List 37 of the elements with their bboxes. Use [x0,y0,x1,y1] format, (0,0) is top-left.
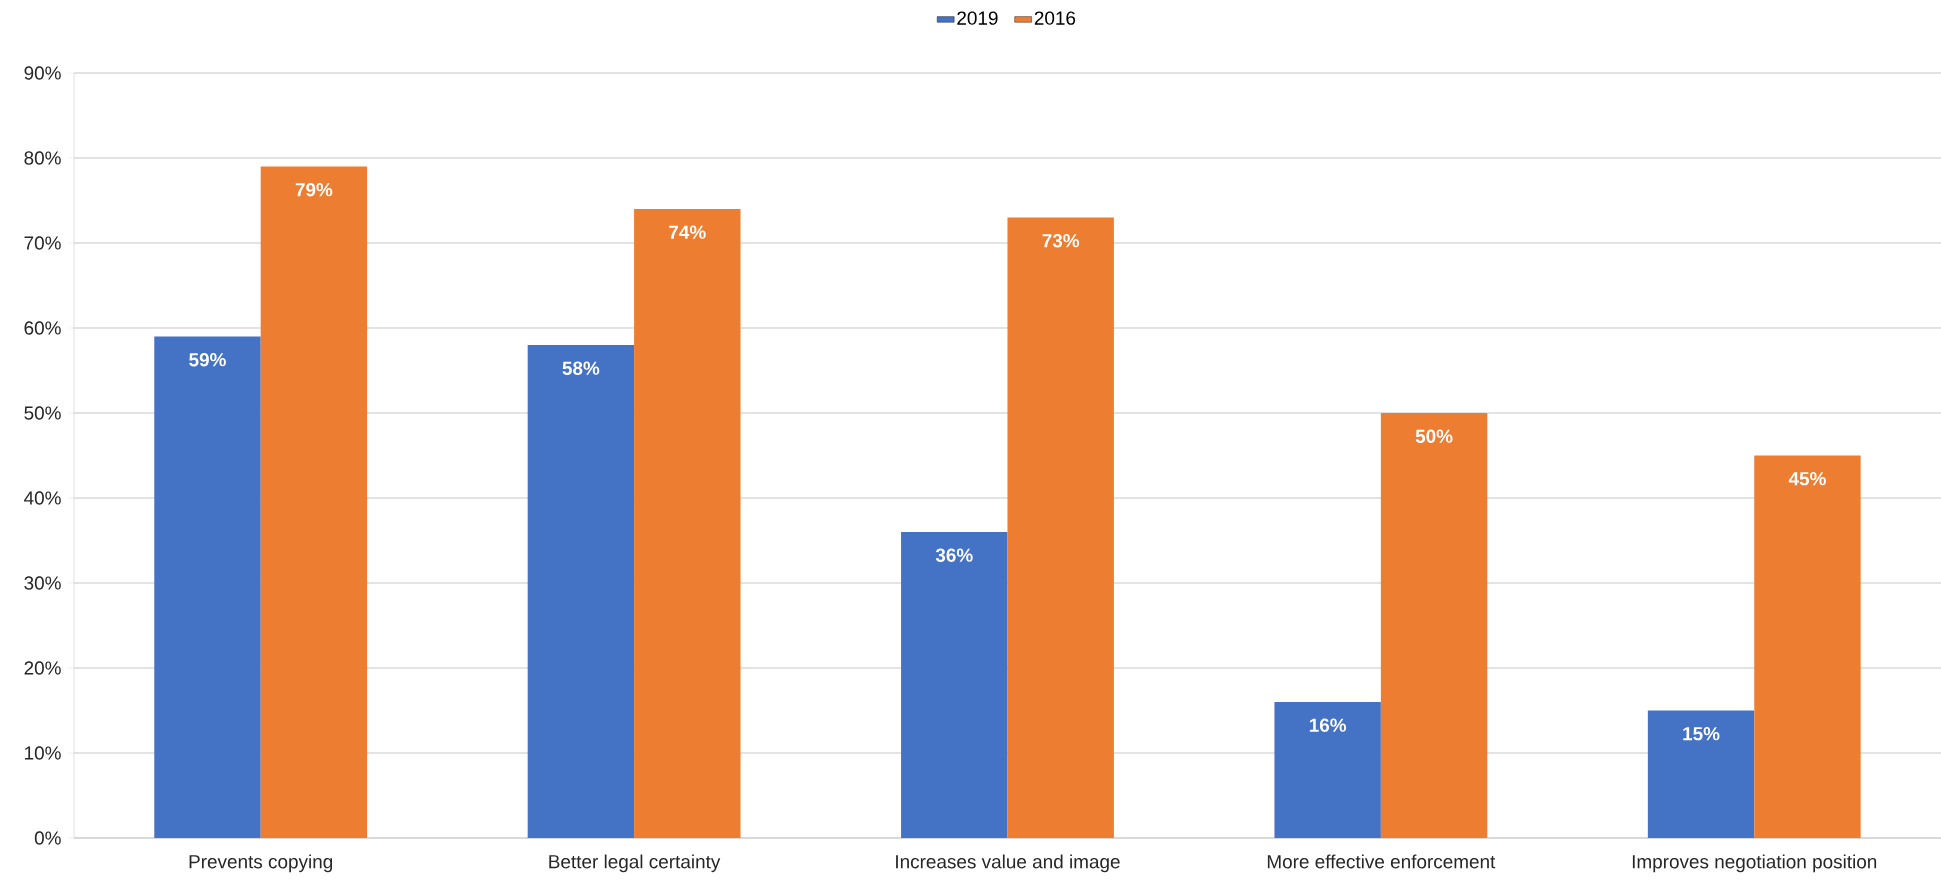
x-tick-label: Better legal certainty [549,854,721,873]
bar [1380,413,1488,838]
data-label: 74% [669,225,706,239]
x-tick-label: Improves negotiation position [1632,854,1877,873]
y-tick-label: 30% [24,576,61,590]
y-tick-label: 10% [25,746,61,760]
y-tick-label: 70% [24,236,61,250]
legend-label: 2019 [957,11,998,25]
data-label: 16% [1309,718,1347,732]
bar [634,209,741,838]
bar [260,166,368,838]
bar [1754,455,1861,838]
x-tick-label: Prevents copying [189,854,333,873]
data-label: 58% [562,361,600,375]
y-tick-label: 50% [24,406,61,420]
data-label: 79% [295,183,333,197]
x-tick-label: More effective enforcement [1267,854,1496,869]
y-tick-label: 20% [24,661,61,675]
x-tick-label: Increases value and image [896,854,1120,873]
data-label: 15% [1683,727,1720,741]
bar [154,336,261,838]
data-label: 59% [189,353,226,367]
bar [901,532,1008,838]
y-tick-label: 80% [24,151,61,165]
bar [527,345,635,838]
y-tick-label: 0% [34,831,61,845]
bar [1647,710,1755,838]
bar [1007,217,1114,838]
data-label: 50% [1415,429,1453,443]
data-label: 45% [1788,472,1826,486]
legend-label: 2016 [1034,11,1076,25]
bar [1274,702,1381,838]
data-label: 73% [1042,234,1080,248]
y-tick-label: 40% [24,491,61,505]
y-tick-label: 90% [24,66,61,80]
y-tick-label: 60% [24,321,61,335]
data-label: 36% [935,548,973,562]
